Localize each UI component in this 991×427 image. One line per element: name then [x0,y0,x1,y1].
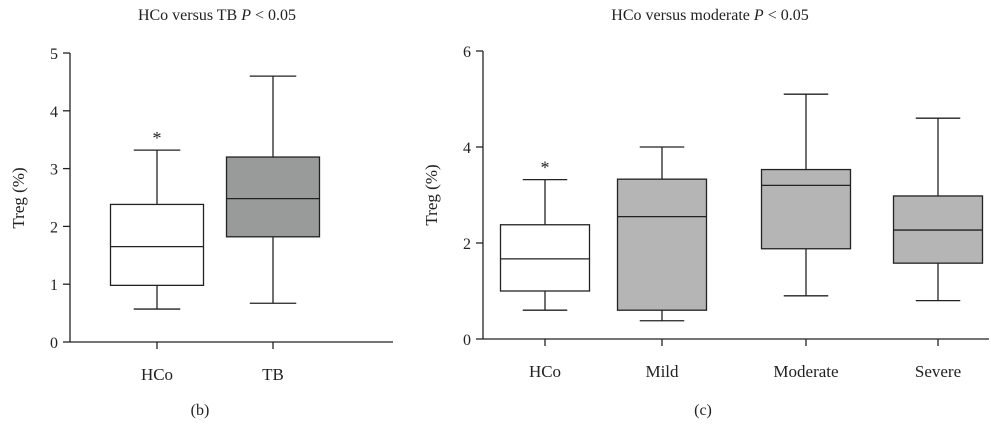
chart-panel-b: HCo versus TB P < 0.05 Treg (%) (b) 0 1 2 3… [9,7,393,419]
chart-b-category-label-hco: HCo [141,365,173,384]
chart-c-y-tick-label: 0 [463,332,471,349]
chart-b-y-axis-label: Treg (%) [9,167,28,228]
chart-c-category-label-severe: Severe [915,362,961,381]
chart-b-y-tick-label: 5 [50,46,58,63]
chart-c-category-label-moderate: Moderate [773,362,838,381]
chart-b-y-tick-label: 2 [50,219,58,236]
chart-c-category-label-mild: Mild [645,362,679,381]
chart-b-box-hco [109,203,205,287]
chart-c-y-tick-label: 4 [463,140,471,157]
chart-b-title: HCo versus TB P < 0.05 [138,7,296,24]
chart-c-significance-marker-hco: * [541,158,550,178]
chart-b-box-tb [225,156,321,238]
chart-c-category-label-hco: HCo [529,362,561,381]
chart-c-box-hco [499,224,591,292]
chart-b-y-tick-label: 4 [50,104,58,121]
chart-b-panel-label: (b) [191,402,210,419]
chart-b-significance-marker-hco: * [153,128,162,148]
chart-c-box-moderate [760,168,852,250]
chart-c-y-axis-label: Treg (%) [422,164,441,225]
chart-c-title: HCo versus moderate P < 0.05 [611,7,808,24]
chart-b-y-tick-label: 0 [50,335,58,352]
chart-c-panel-label: (c) [694,402,712,419]
chart-c-box-mild [616,178,708,311]
chart-c-y-tick-label: 6 [463,44,471,61]
chart-b-y-tick-label: 3 [50,162,58,179]
chart-b-y-tick-label: 1 [50,277,58,294]
chart-panel-c: HCo versus moderate P < 0.05 Treg (%) (c… [422,7,989,419]
chart-b-category-label-tb: TB [262,365,284,384]
chart-c-y-tick-label: 2 [463,236,471,253]
